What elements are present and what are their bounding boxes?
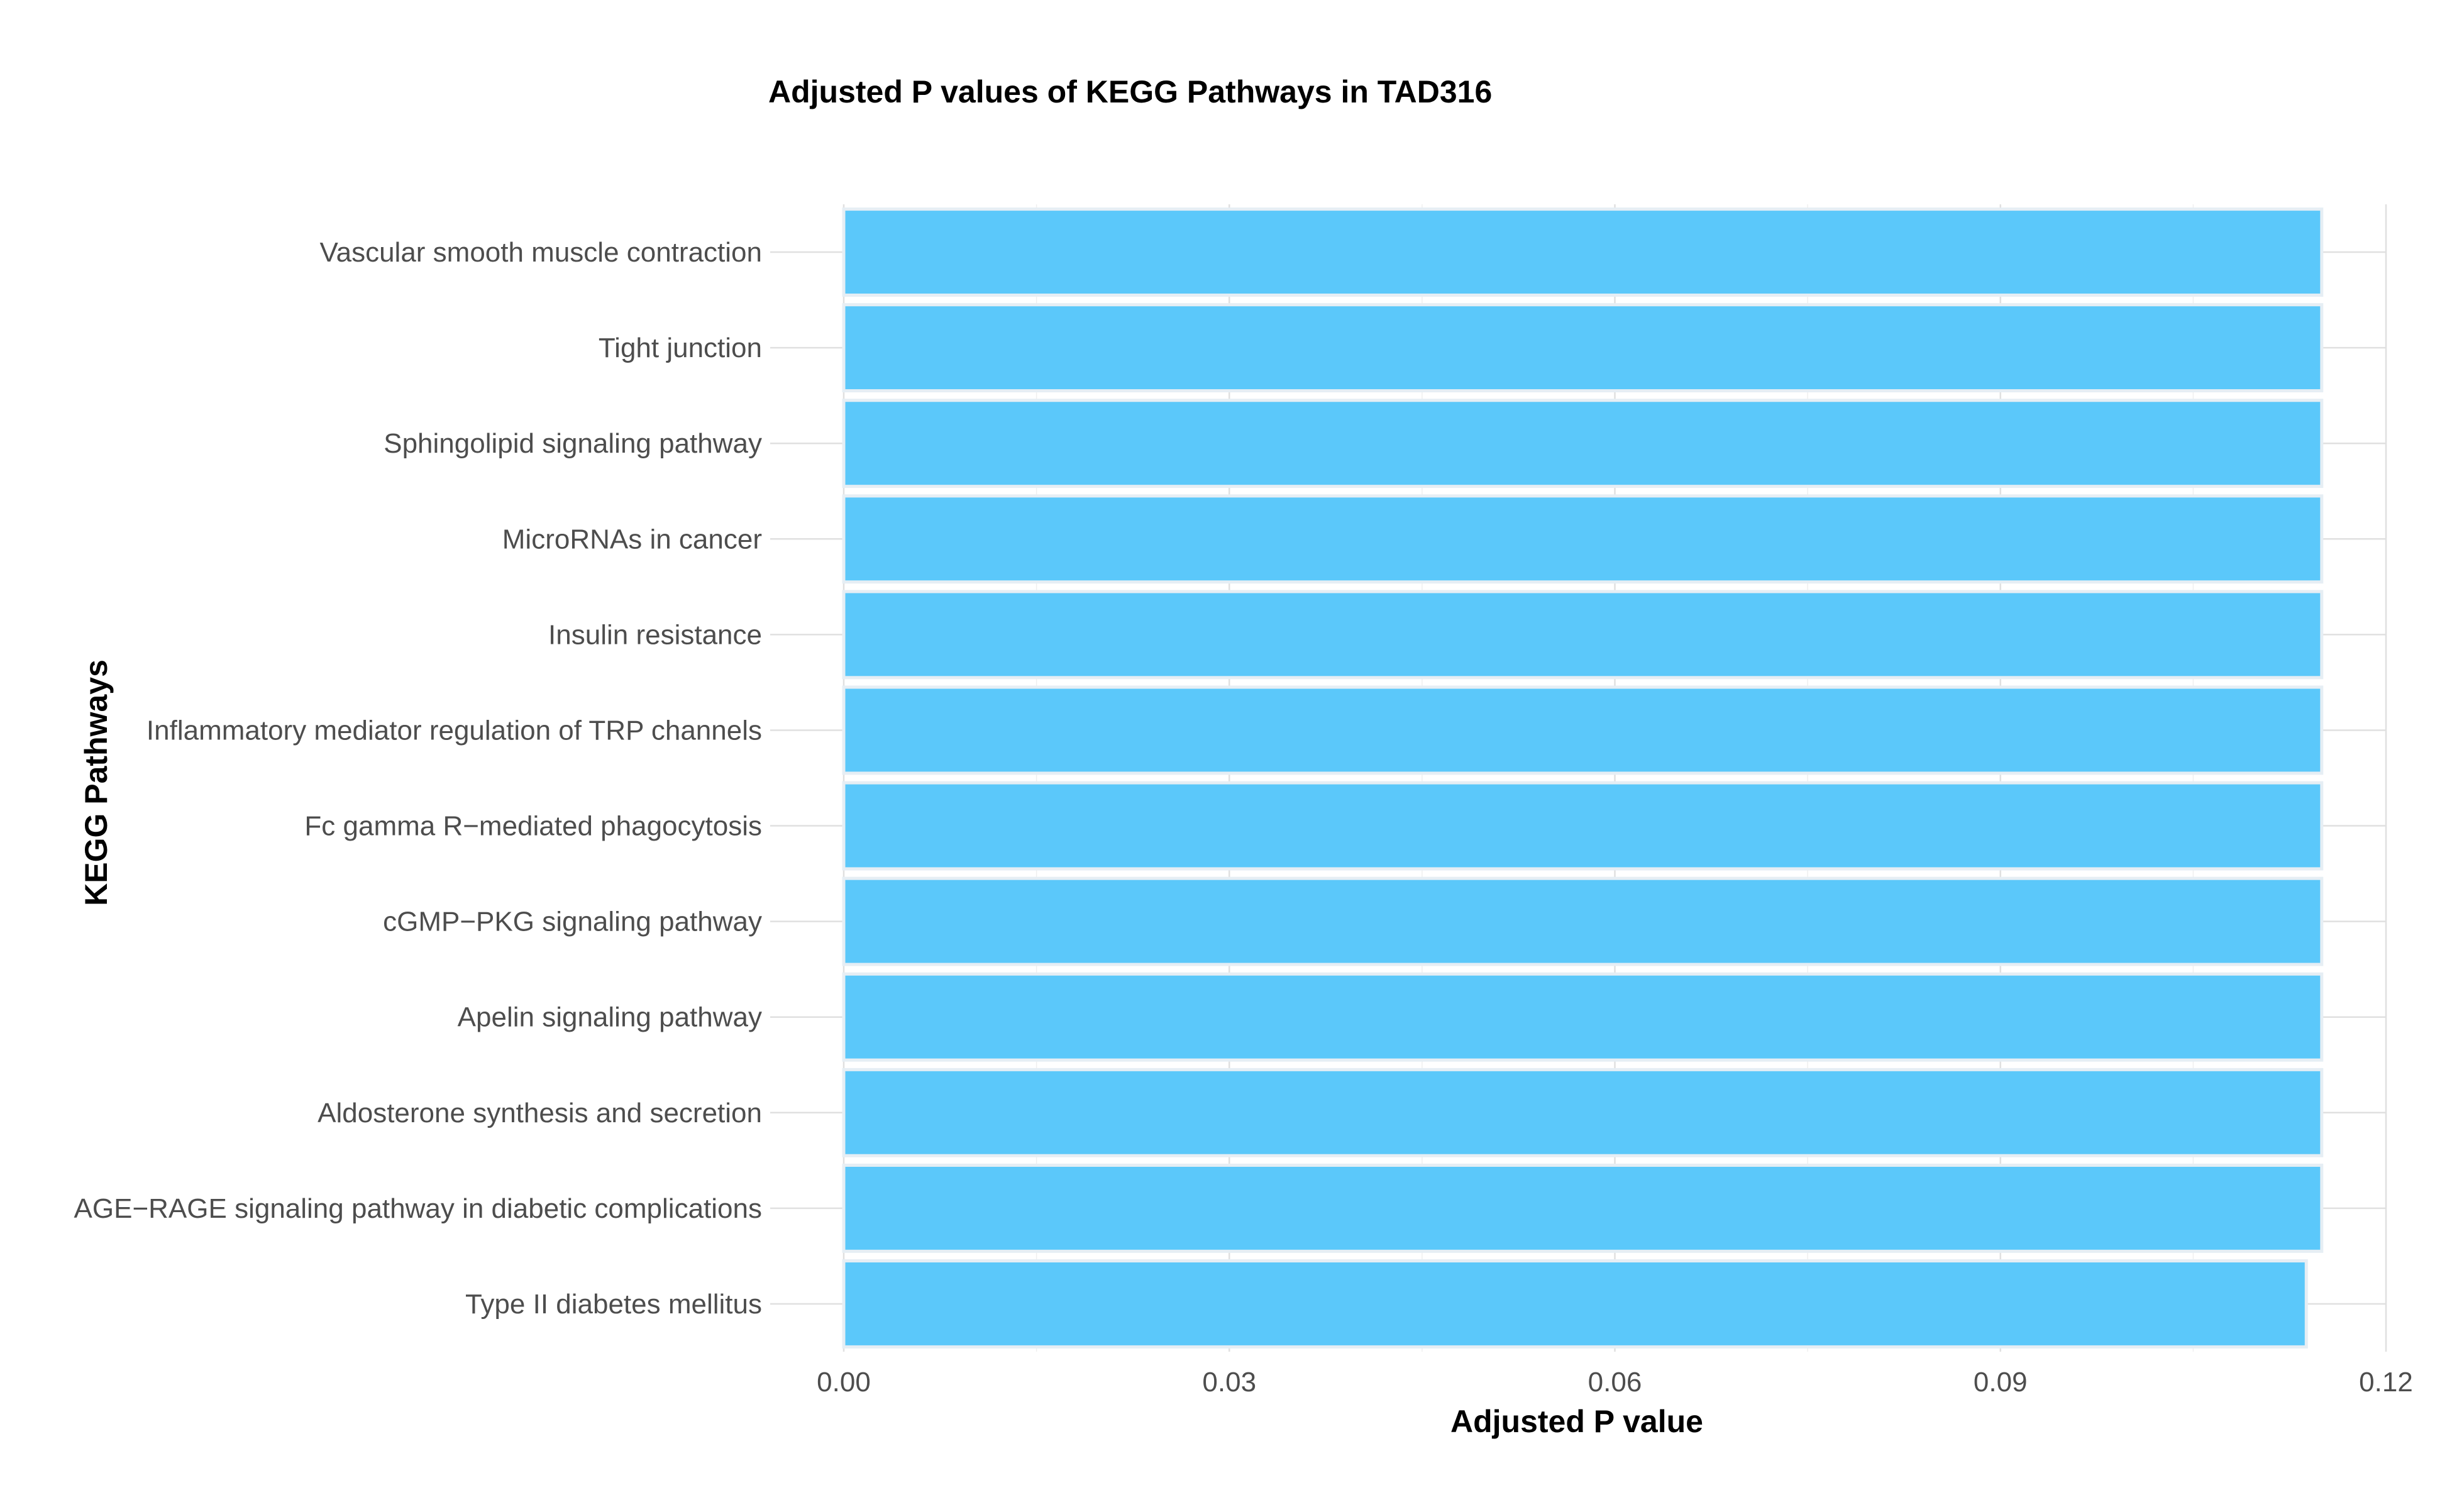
x-tick-label: 0.03 <box>1202 1367 1256 1398</box>
y-tick-label: Sphingolipid signaling pathway <box>384 428 762 459</box>
y-tick-label: Type II diabetes mellitus <box>465 1289 762 1320</box>
bar <box>842 781 2324 871</box>
y-tick-label: Insulin resistance <box>548 619 762 650</box>
x-axis-title: Adjusted P value <box>1450 1404 1703 1439</box>
y-tick-label: Tight junction <box>599 333 762 363</box>
bars <box>842 207 2324 1349</box>
x-tick-label: 0.12 <box>2359 1367 2413 1398</box>
bar <box>842 207 2324 297</box>
x-axis-tick-labels: 0.00 0.03 0.06 0.09 0.12 <box>817 1367 2413 1398</box>
y-tick-label: Aldosterone synthesis and secretion <box>318 1098 762 1128</box>
bar <box>842 399 2324 488</box>
y-axis-title: KEGG Pathways <box>79 659 114 906</box>
y-tick-label: Apelin signaling pathway <box>458 1002 762 1033</box>
bar <box>842 303 2324 393</box>
bar <box>842 1068 2324 1157</box>
bar <box>842 1259 2308 1349</box>
bar <box>842 972 2324 1062</box>
bar <box>842 876 2324 966</box>
y-tick-label: Fc gamma R−mediated phagocytosis <box>304 811 762 842</box>
y-axis-tick-labels: Vascular smooth muscle contraction Tight … <box>74 237 762 1320</box>
y-tick-label: cGMP−PKG signaling pathway <box>383 907 762 937</box>
y-tick-label: MicroRNAs in cancer <box>502 524 762 555</box>
chart-title: Adjusted P values of KEGG Pathways in TA… <box>768 74 1492 109</box>
x-tick-label: 0.06 <box>1588 1367 1642 1398</box>
x-tick-label: 0.09 <box>1974 1367 2028 1398</box>
y-tick-label: Inflammatory mediator regulation of TRP … <box>146 715 762 746</box>
bar <box>842 590 2324 680</box>
bar <box>842 1163 2324 1253</box>
y-tick-label: AGE−RAGE signaling pathway in diabetic c… <box>74 1193 762 1224</box>
x-tick-label: 0.00 <box>817 1367 871 1398</box>
bar <box>842 685 2324 775</box>
bar <box>842 494 2324 584</box>
y-tick-label: Vascular smooth muscle contraction <box>320 237 762 268</box>
